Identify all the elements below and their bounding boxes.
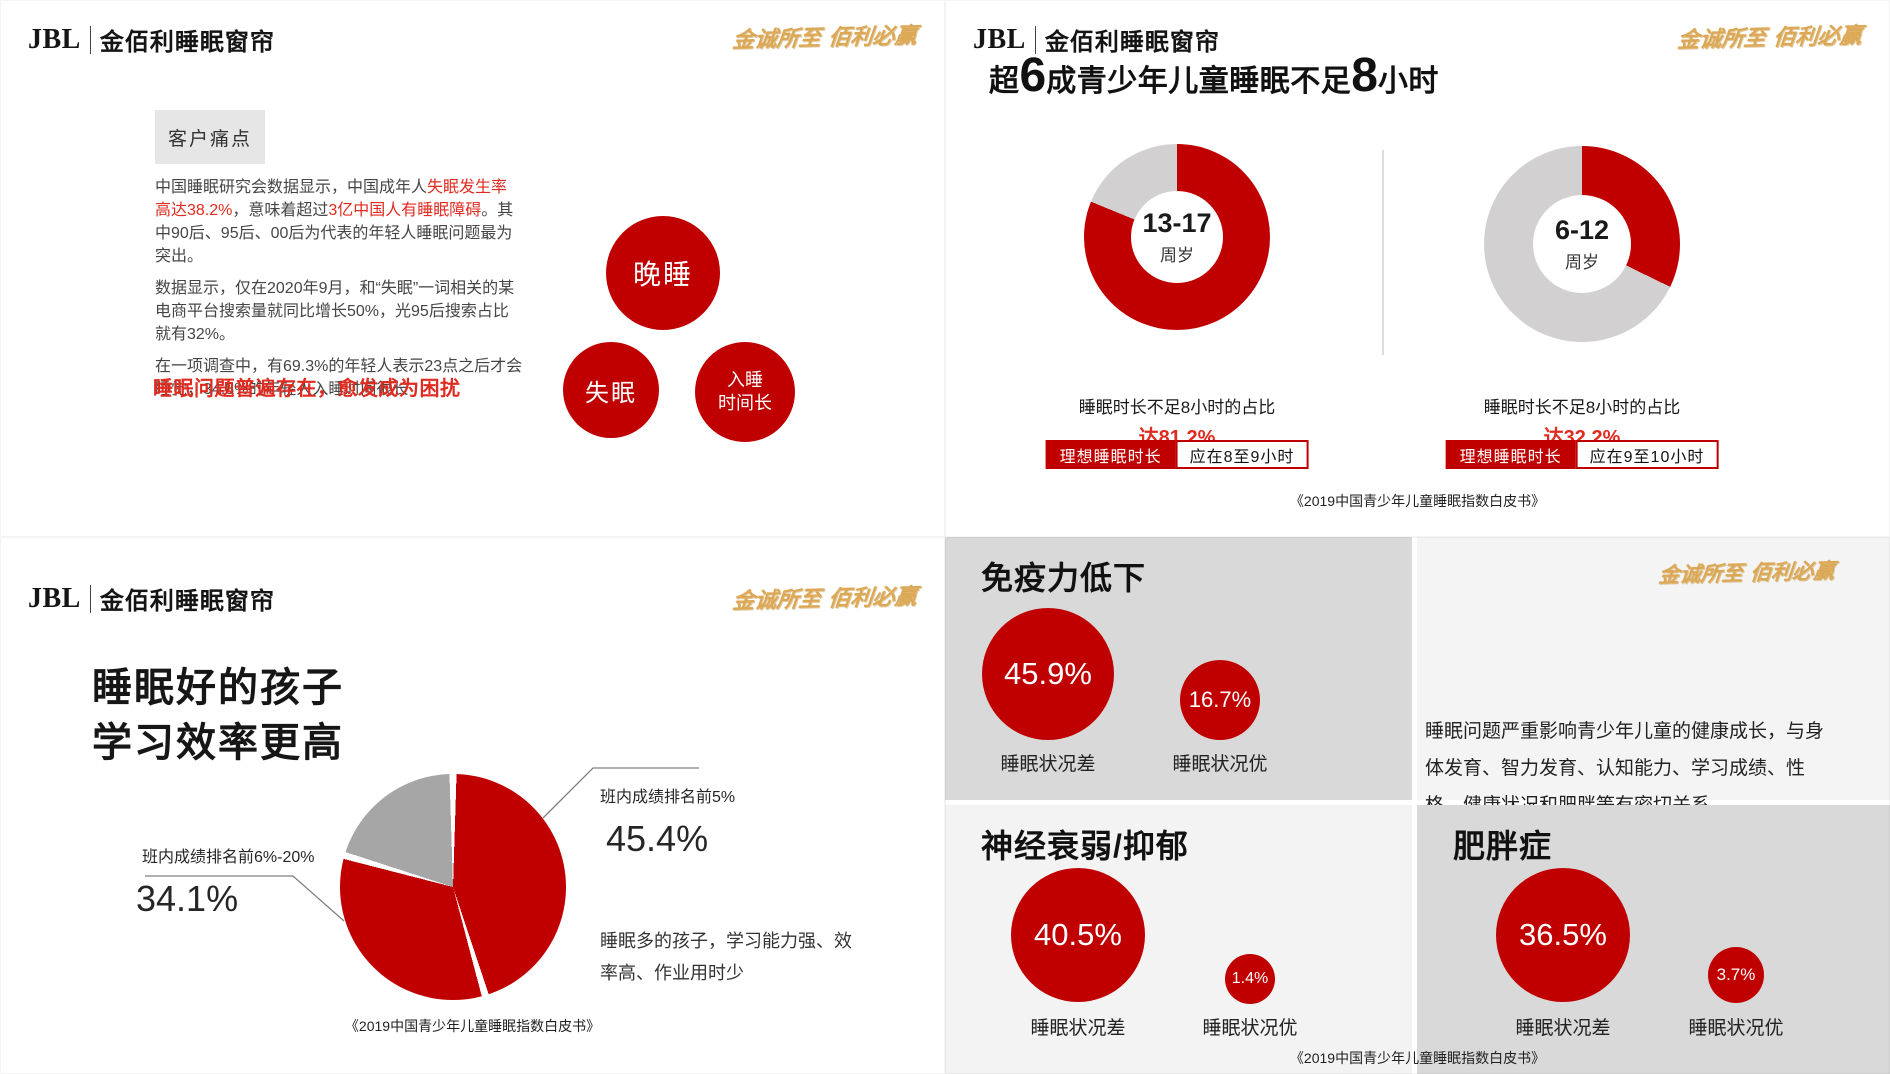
customer-pain-badge: 客户痛点 <box>155 110 265 164</box>
age-range-text: 13-17 <box>1142 208 1212 238</box>
logo-divider <box>1034 25 1036 54</box>
title-seg: 成青少年儿童睡眠不足 <box>1046 65 1352 98</box>
pie-note-text: 睡眠多的孩子，学习能力强、效率高、作业用时少 <box>600 931 852 983</box>
callout-right-label: 班内成绩排名前5% <box>600 789 736 806</box>
good-sleep-label: 睡眠状况优 <box>1688 1018 1784 1039</box>
quadrant-title: 神经衰弱/抑郁 <box>981 828 1189 864</box>
grade-pie-chart <box>340 774 566 1000</box>
logo-divider <box>89 25 91 54</box>
brand-logo: JBL 金佰利睡眠窗帘 <box>28 22 275 57</box>
brand-name-text: 金佰利睡眠窗帘 <box>1044 30 1220 56</box>
donut-center-label: 13-17 周岁 <box>1131 191 1223 283</box>
gold-calligraphy-logo: 金诚所至 佰利必赢 <box>1676 22 1864 54</box>
title-line-1: 睡眠好的孩子 <box>92 666 344 710</box>
p1-text-c: 。其中90后、95后、00后为代表的年轻人睡眠问题最为突出。 <box>155 202 514 265</box>
caption-text: 睡眠时长不足8小时的占比 <box>1483 398 1681 417</box>
donut-center-label: 6-12 周岁 <box>1533 195 1631 293</box>
pain-paragraphs: 中国睡眠研究会数据显示，中国成年人失眠发生率高达38.2%，意味着超过3亿中国人… <box>155 176 523 410</box>
p1-text-b: ，意味着超过 <box>232 202 329 219</box>
circle-text-line1: 入睡 <box>727 370 763 390</box>
age-unit-text: 周岁 <box>1160 246 1194 265</box>
p1-red-insomnia-rate: 失眠发生率高达38.2% <box>155 179 508 219</box>
brand-name-text: 金佰利睡眠窗帘 <box>99 589 275 615</box>
right-ideal-sleep-badge: 理想睡眠时长 应在9至10小时 <box>1445 440 1719 469</box>
caption-text: 睡眠时长不足8小时的占比 <box>1078 398 1276 417</box>
brand-logo: JBL 金佰利睡眠窗帘 <box>28 581 275 616</box>
jbl-logo-text: JBL <box>28 23 81 55</box>
good-sleep-label: 睡眠状况优 <box>1172 754 1268 775</box>
quadrant-obesity: 肥胖症 36.5% 3.7% 睡眠状况差 睡眠状况优 <box>1417 805 1890 1074</box>
source-citation: 《2019中国青少年儿童睡眠指数白皮书》 <box>1289 1050 1546 1066</box>
bubble-good-sleep-value: 3.7% <box>1708 947 1764 1003</box>
age-unit-text: 周岁 <box>1565 253 1599 272</box>
badge-value: 应在8至9小时 <box>1175 440 1309 469</box>
jbl-logo-text: JBL <box>28 582 81 614</box>
callout-left-value: 34.1% <box>136 878 239 919</box>
title-line-2: 学习效率更高 <box>92 721 344 765</box>
callout-left-label: 班内成绩排名前6%-20% <box>142 849 315 866</box>
poor-sleep-label: 睡眠状况差 <box>1030 1018 1126 1039</box>
conclusion-text: 睡眠问题普遍存在，愈发成为困扰 <box>153 378 461 400</box>
bubble-poor-sleep-value: 40.5% <box>1011 868 1145 1002</box>
quadrant-immunity: 免疫力低下 45.9% 16.7% 睡眠状况差 睡眠状况优 <box>945 537 1412 800</box>
slide-customer-pain: JBL 金佰利睡眠窗帘 金诚所至 佰利必赢 客户痛点 中国睡眠研究会数据显示，中… <box>0 0 945 537</box>
pain-circle-long-sleep-onset: 入睡 时间长 <box>695 342 795 442</box>
good-sleep-label: 睡眠状况优 <box>1202 1018 1298 1039</box>
brand-logo: JBL 金佰利睡眠窗帘 <box>973 22 1220 57</box>
gold-calligraphy-logo: 金诚所至 佰利必赢 <box>731 583 919 615</box>
source-citation: 《2019中国青少年儿童睡眠指数白皮书》 <box>1289 493 1546 509</box>
quadrant-title: 肥胖症 <box>1453 828 1553 864</box>
poor-sleep-label: 睡眠状况差 <box>1000 754 1096 775</box>
badge-label: 理想睡眠时长 <box>1045 440 1176 469</box>
poor-sleep-label: 睡眠状况差 <box>1515 1018 1611 1039</box>
title-seg: 小时 <box>1377 65 1439 98</box>
p1-text-a: 中国睡眠研究会数据显示，中国成年人 <box>155 179 428 196</box>
title-seg: 超 <box>989 65 1020 98</box>
callout-right-value: 45.4% <box>606 818 709 859</box>
paragraph-3: 在一项调查中，有69.3%的年轻人表示23点之后才会睡觉，34.8%的年轻人入睡… <box>155 358 523 398</box>
slide-grade-efficiency: JBL 金佰利睡眠窗帘 金诚所至 佰利必赢 睡眠好的孩子 学习效率更高 班内成绩… <box>0 537 945 1074</box>
donut-chart-13-17: 13-17 周岁 <box>1084 144 1270 330</box>
slide-title: 睡眠好的孩子 学习效率更高 <box>92 661 344 771</box>
quadrant-summary: 金诚所至 佰利必赢 睡眠问题严重影响青少年儿童的健康成长，与身体发育、智力发育、… <box>1417 537 1890 816</box>
p1-red-300m: 3亿中国人有睡眠障碍 <box>328 202 482 219</box>
bubble-poor-sleep-value: 36.5% <box>1496 868 1630 1002</box>
circle-text-line2: 时间长 <box>718 393 772 413</box>
left-ideal-sleep-badge: 理想睡眠时长 应在8至9小时 <box>1045 440 1309 469</box>
badge-value: 应在9至10小时 <box>1575 440 1719 469</box>
slide-title: 超 6 成青少年儿童睡眠不足 8 小时 <box>989 52 1439 100</box>
quadrant-title: 免疫力低下 <box>981 560 1147 596</box>
gold-calligraphy-logo: 金诚所至 佰利必赢 <box>731 22 919 54</box>
title-big-8: 8 <box>1351 49 1378 102</box>
slide-health-impact: 免疫力低下 45.9% 16.7% 睡眠状况差 睡眠状况优 金诚所至 佰利必赢 … <box>945 537 1890 1074</box>
paragraph-1: 中国睡眠研究会数据显示，中国成年人失眠发生率高达38.2%，意味着超过3亿中国人… <box>155 176 523 268</box>
donut-chart-6-12: 6-12 周岁 <box>1484 146 1680 342</box>
jbl-logo-text: JBL <box>973 23 1026 55</box>
quadrant-neurasthenia: 神经衰弱/抑郁 40.5% 1.4% 睡眠状况差 睡眠状况优 <box>945 805 1412 1074</box>
slide-teen-sleep-stats: JBL 金佰利睡眠窗帘 金诚所至 佰利必赢 超 6 成青少年儿童睡眠不足 8 小时 13… <box>945 0 1890 537</box>
pain-circle-late-sleep: 晚睡 <box>606 216 720 330</box>
gold-calligraphy-logo: 金诚所至 佰利必赢 <box>1657 557 1836 588</box>
bubble-poor-sleep-value: 45.9% <box>982 608 1114 740</box>
pain-circle-insomnia: 失眠 <box>563 342 659 438</box>
paragraph-2: 数据显示，仅在2020年9月，和“失眠”一词相关的某电商平台搜索量就同比增长50… <box>155 280 515 343</box>
logo-divider <box>89 584 91 613</box>
badge-label: 理想睡眠时长 <box>1445 440 1576 469</box>
bubble-good-sleep-value: 1.4% <box>1225 954 1275 1004</box>
title-big-6: 6 <box>1019 49 1047 102</box>
brand-name-text: 金佰利睡眠窗帘 <box>99 30 275 56</box>
bubble-good-sleep-value: 16.7% <box>1180 660 1260 740</box>
source-citation: 《2019中国青少年儿童睡眠指数白皮书》 <box>344 1018 601 1034</box>
age-range-text: 6-12 <box>1554 215 1610 245</box>
vertical-divider <box>1382 150 1384 355</box>
